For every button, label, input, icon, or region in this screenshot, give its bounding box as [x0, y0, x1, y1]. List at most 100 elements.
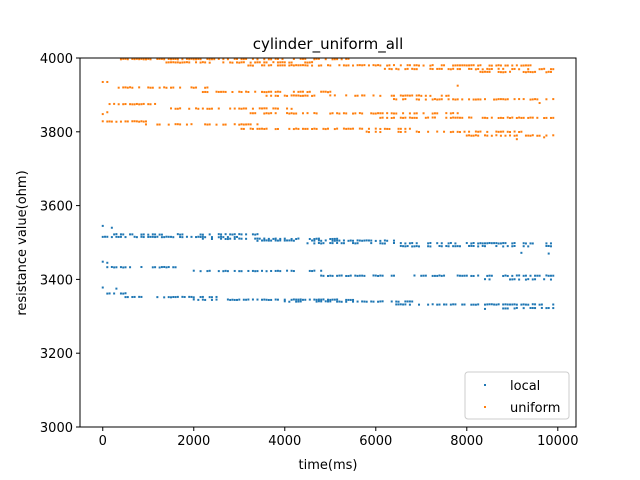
data-point [329, 64, 332, 67]
data-point [379, 300, 382, 303]
data-point [513, 67, 516, 70]
data-point [370, 112, 373, 115]
data-point [206, 86, 209, 89]
data-point [142, 120, 145, 123]
data-point [402, 112, 405, 115]
data-point [479, 98, 482, 101]
data-point [395, 98, 398, 101]
data-point [333, 237, 336, 240]
data-point [518, 68, 521, 71]
data-point [431, 64, 434, 67]
data-point [231, 233, 234, 236]
data-point [342, 242, 345, 245]
data-point [181, 295, 184, 298]
data-point [502, 98, 505, 101]
data-point [240, 91, 243, 94]
data-point [297, 237, 300, 240]
data-point [509, 134, 512, 137]
data-point [499, 134, 502, 137]
data-point [483, 278, 486, 281]
data-point [547, 70, 550, 73]
data-point [415, 116, 418, 119]
data-point [395, 303, 398, 306]
data-point [349, 274, 352, 277]
x-tick-label: 6000 [359, 434, 392, 449]
x-axis-label: time(ms) [299, 458, 358, 473]
data-point [422, 112, 425, 115]
data-point [406, 67, 409, 70]
data-point [124, 266, 127, 269]
data-point [306, 112, 309, 115]
data-point [358, 239, 361, 242]
data-point [110, 236, 113, 239]
data-point [468, 130, 471, 133]
data-point [240, 61, 243, 64]
data-point [217, 107, 220, 110]
data-point [379, 94, 382, 97]
data-point [490, 64, 493, 67]
data-point [154, 236, 157, 239]
data-point [429, 64, 432, 67]
data-point [361, 300, 364, 303]
data-point [367, 131, 370, 134]
data-point [245, 237, 248, 240]
data-point [549, 116, 552, 119]
data-point [549, 278, 552, 281]
data-point [527, 116, 530, 119]
data-point [322, 242, 325, 245]
data-point [429, 67, 432, 70]
data-point [363, 274, 366, 277]
data-point [179, 123, 182, 126]
data-point [524, 64, 527, 67]
legend-box [464, 371, 570, 420]
data-point [304, 57, 307, 60]
data-point [245, 57, 248, 60]
data-point [506, 98, 509, 101]
data-point [224, 269, 227, 272]
data-point [454, 98, 457, 101]
data-point [267, 64, 270, 67]
data-point [433, 98, 436, 101]
data-point [108, 120, 111, 123]
data-point [181, 236, 184, 239]
data-point [447, 245, 450, 248]
data-point [406, 64, 409, 67]
data-point [545, 244, 548, 247]
data-point [210, 107, 213, 110]
data-point [138, 86, 141, 89]
data-point [140, 266, 143, 269]
data-point [170, 235, 173, 238]
data-point [481, 242, 484, 245]
data-point [329, 300, 332, 303]
data-point [331, 298, 334, 301]
data-point [552, 68, 555, 71]
data-point [283, 300, 286, 303]
data-point [242, 123, 245, 126]
data-point [124, 120, 127, 123]
data-point [345, 57, 348, 60]
data-point [247, 91, 250, 93]
data-point [313, 242, 316, 245]
data-point [306, 91, 309, 94]
data-point [272, 61, 275, 64]
data-point [315, 112, 318, 115]
data-point [345, 112, 348, 115]
data-point [160, 266, 163, 269]
data-point [101, 80, 104, 83]
data-point [388, 67, 391, 70]
data-point [347, 64, 350, 67]
data-point [256, 233, 259, 236]
data-point [245, 123, 248, 126]
data-point [265, 239, 268, 242]
data-point [463, 274, 466, 277]
data-point [445, 112, 448, 115]
data-point [176, 107, 179, 110]
data-point [306, 94, 309, 97]
data-point [336, 300, 339, 303]
data-point [413, 245, 416, 248]
data-point [404, 68, 407, 71]
data-point [433, 274, 436, 277]
data-point [261, 239, 264, 242]
data-point [158, 123, 161, 126]
